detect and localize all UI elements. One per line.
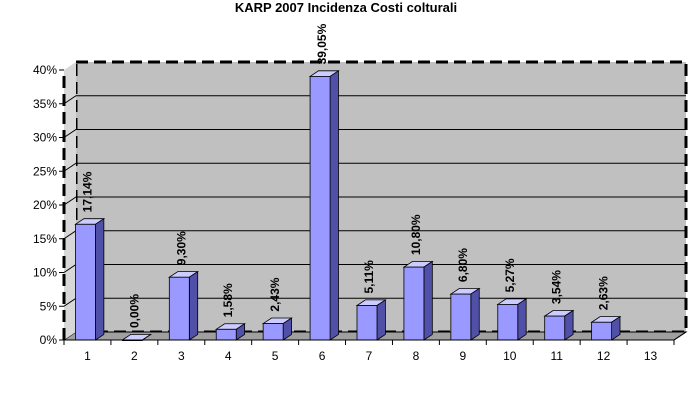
x-tick-label: 8	[413, 349, 420, 363]
y-tick-label: 5%	[40, 299, 58, 313]
gridline	[63, 162, 686, 172]
bar	[496, 298, 528, 341]
x-tick-label: 5	[272, 349, 279, 363]
bar-side	[188, 270, 199, 341]
bar-side	[329, 70, 339, 341]
bar-front	[544, 315, 566, 341]
data-label: 3,54%	[550, 270, 564, 304]
bar-side	[564, 309, 574, 341]
y-tick-label: 20%	[33, 198, 57, 212]
bar	[308, 70, 340, 341]
bar-side	[517, 298, 527, 341]
data-label: 39,05%	[315, 23, 329, 64]
bar-front	[262, 323, 284, 341]
bar-front	[591, 321, 613, 341]
bar-side	[376, 299, 386, 341]
data-label: 2,63%	[597, 276, 611, 310]
bar-front	[450, 293, 472, 341]
gridline	[63, 196, 686, 206]
x-tick-label: 9	[460, 349, 467, 363]
bar-front	[168, 276, 190, 341]
bar	[590, 315, 622, 341]
data-label: 1,58%	[221, 283, 235, 317]
x-tick-label: 4	[225, 349, 232, 363]
bar-front	[497, 304, 519, 341]
data-label: 9,30%	[174, 231, 188, 265]
y-tick-label: 10%	[33, 266, 57, 280]
bar	[261, 317, 293, 341]
x-tick-label: 12	[597, 349, 611, 363]
chart-title: KARP 2007 Incidenza Costi colturali	[235, 0, 457, 15]
data-label: 2,43%	[268, 277, 282, 311]
bar-side	[95, 217, 105, 341]
x-tick-label: 11	[550, 349, 563, 363]
bar	[214, 322, 246, 341]
y-tick-label: 0%	[40, 333, 58, 347]
bar-side	[470, 287, 480, 341]
bar-front	[75, 223, 96, 341]
y-tick-label: 15%	[33, 232, 57, 246]
y-tick-label: 40%	[33, 63, 57, 77]
bar-front	[356, 305, 378, 341]
x-tick-label: 2	[131, 349, 138, 363]
x-tick-label: 3	[178, 349, 185, 363]
data-label: 6,80%	[456, 248, 470, 282]
data-label: 10,80%	[409, 214, 423, 255]
bar	[167, 270, 200, 341]
data-label: 5,11%	[362, 260, 376, 294]
bar-front	[403, 266, 425, 341]
y-tick-label: 25%	[33, 164, 57, 178]
bar	[543, 309, 575, 341]
data-label: 5,27%	[503, 258, 517, 292]
bar	[74, 217, 106, 341]
y-tick-label: 35%	[33, 97, 57, 111]
y-tick-label: 30%	[33, 131, 57, 145]
x-tick-label: 10	[503, 349, 517, 363]
bar	[402, 260, 434, 341]
data-label: 17,14%	[80, 171, 94, 212]
bar	[355, 299, 387, 341]
gridline	[63, 129, 686, 138]
x-tick-label: 6	[319, 349, 326, 363]
x-tick-label: 1	[84, 349, 91, 363]
bar-side	[142, 334, 152, 341]
bar-front	[215, 328, 237, 341]
x-axis-end	[673, 331, 687, 341]
gridline	[63, 95, 686, 105]
bar-front	[309, 76, 331, 341]
bar-side	[423, 260, 433, 341]
x-tick-label: 7	[366, 349, 373, 363]
bar	[449, 287, 481, 341]
x-tick-label: 13	[644, 349, 658, 363]
data-label: 0,00%	[127, 294, 141, 328]
